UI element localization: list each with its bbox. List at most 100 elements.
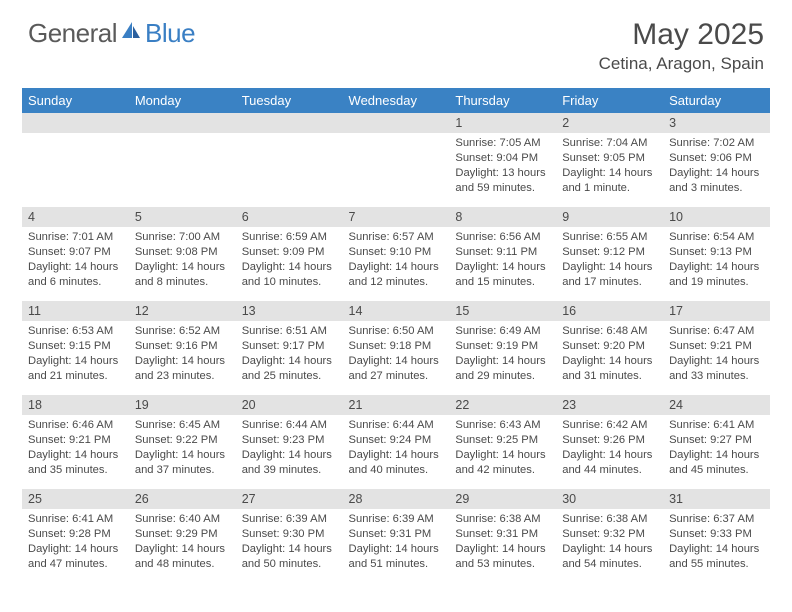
day-number: 4 — [22, 207, 129, 227]
day-header: Saturday — [663, 88, 770, 113]
day-number — [343, 113, 450, 133]
cell-body: Sunrise: 6:59 AMSunset: 9:09 PMDaylight:… — [236, 227, 343, 294]
cell-body: Sunrise: 6:51 AMSunset: 9:17 PMDaylight:… — [236, 321, 343, 388]
sunrise-line: Sunrise: 6:46 AM — [28, 418, 123, 433]
day-number: 18 — [22, 395, 129, 415]
day-number: 11 — [22, 301, 129, 321]
cell-body: Sunrise: 6:48 AMSunset: 9:20 PMDaylight:… — [556, 321, 663, 388]
sunrise-line: Sunrise: 6:52 AM — [135, 324, 230, 339]
sunset-line: Sunset: 9:19 PM — [455, 339, 550, 354]
cell-body: Sunrise: 6:49 AMSunset: 9:19 PMDaylight:… — [449, 321, 556, 388]
calendar-week: 18 Sunrise: 6:46 AMSunset: 9:21 PM Dayligh… — [22, 395, 770, 489]
daylight-line: Daylight: 14 hours and 10 minutes. — [242, 260, 337, 290]
calendar-cell: 20Sunrise: 6:44 AMSunset: 9:23 PMDayligh… — [236, 395, 343, 489]
calendar-cell: 13Sunrise: 6:51 AMSunset: 9:17 PMDayligh… — [236, 301, 343, 395]
sunrise-line: Sunrise: 6:53 AM — [28, 324, 123, 339]
daylight-line: Daylight: 14 hours and 40 minutes. — [349, 448, 444, 478]
calendar-cell: 4Sunrise: 7:01 AMSunset: 9:07 PMDaylight… — [22, 207, 129, 301]
sunset-line: Sunset: 9:09 PM — [242, 245, 337, 260]
calendar-week: 11Sunrise: 6:53 AMSunset: 9:15 PMDayligh… — [22, 301, 770, 395]
sunrise-line: Sunrise: 6:47 AM — [669, 324, 764, 339]
daylight-line: Daylight: 14 hours and 8 minutes. — [135, 260, 230, 290]
daylight-line: Daylight: 14 hours and 45 minutes. — [669, 448, 764, 478]
calendar-cell: 18Sunrise: 6:46 AMSunset: 9:21 PMDayligh… — [22, 395, 129, 489]
daylight-line: Daylight: 14 hours and 42 minutes. — [455, 448, 550, 478]
daylight-line: Daylight: 13 hours and 59 minutes. — [455, 166, 550, 196]
daylight-line: Daylight: 14 hours and 37 minutes. — [135, 448, 230, 478]
day-number: 2 — [556, 113, 663, 133]
cell-body: Sunrise: 7:00 AMSunset: 9:08 PMDaylight:… — [129, 227, 236, 294]
day-header: Wednesday — [343, 88, 450, 113]
day-number: 27 — [236, 489, 343, 509]
day-number: 9 — [556, 207, 663, 227]
sunset-line: Sunset: 9:11 PM — [455, 245, 550, 260]
title-block: May 2025 Cetina, Aragon, Spain — [599, 18, 764, 74]
cell-body: Sunrise: 6:41 AMSunset: 9:27 PMDaylight:… — [663, 415, 770, 482]
calendar-cell: 26Sunrise: 6:40 AMSunset: 9:29 PMDayligh… — [129, 489, 236, 583]
day-number: 5 — [129, 207, 236, 227]
sunset-line: Sunset: 9:21 PM — [28, 433, 123, 448]
sunset-line: Sunset: 9:20 PM — [562, 339, 657, 354]
calendar-cell: 8Sunrise: 6:56 AMSunset: 9:11 PMDaylight… — [449, 207, 556, 301]
day-number: 15 — [449, 301, 556, 321]
sunrise-line: Sunrise: 7:05 AM — [455, 136, 550, 151]
cell-body: Sunrise: 6:44 AMSunset: 9:23 PMDaylight:… — [236, 415, 343, 482]
sunrise-line: Sunrise: 6:55 AM — [562, 230, 657, 245]
day-number — [129, 113, 236, 133]
sunset-line: Sunset: 9:08 PM — [135, 245, 230, 260]
logo-text-general: General — [28, 18, 117, 49]
day-number: 6 — [236, 207, 343, 227]
daylight-line: Daylight: 14 hours and 27 minutes. — [349, 354, 444, 384]
sunset-line: Sunset: 9:13 PM — [669, 245, 764, 260]
calendar-cell: 23Sunrise: 6:42 AMSunset: 9:26 PMDayligh… — [556, 395, 663, 489]
daylight-line: Daylight: 14 hours and 48 minutes. — [135, 542, 230, 572]
calendar-cell: 31Sunrise: 6:37 AMSunset: 9:33 PMDayligh… — [663, 489, 770, 583]
daylight-line: Daylight: 14 hours and 55 minutes. — [669, 542, 764, 572]
day-header-row: SundayMondayTuesdayWednesdayThursdayFrid… — [22, 88, 770, 113]
calendar-table: SundayMondayTuesdayWednesdayThursdayFrid… — [22, 88, 770, 583]
cell-body: Sunrise: 6:41 AMSunset: 9:28 PMDaylight:… — [22, 509, 129, 576]
sunrise-line: Sunrise: 6:37 AM — [669, 512, 764, 527]
daylight-line: Daylight: 14 hours and 23 minutes. — [135, 354, 230, 384]
cell-body: Sunrise: 6:57 AMSunset: 9:10 PMDaylight:… — [343, 227, 450, 294]
sunrise-line: Sunrise: 6:42 AM — [562, 418, 657, 433]
day-number: 30 — [556, 489, 663, 509]
day-header: Thursday — [449, 88, 556, 113]
day-number: 28 — [343, 489, 450, 509]
day-number: 14 — [343, 301, 450, 321]
daylight-line: Daylight: 14 hours and 31 minutes. — [562, 354, 657, 384]
calendar-week: 4Sunrise: 7:01 AMSunset: 9:07 PMDaylight… — [22, 207, 770, 301]
calendar-body: 1Sunrise: 7:05 AMSunset: 9:04 PMDaylight… — [22, 113, 770, 583]
sunset-line: Sunset: 9:07 PM — [28, 245, 123, 260]
cell-body: Sunrise: 6:47 AMSunset: 9:21 PMDaylight:… — [663, 321, 770, 388]
sunset-line: Sunset: 9:10 PM — [349, 245, 444, 260]
cell-body: Sunrise: 7:02 AMSunset: 9:06 PMDaylight:… — [663, 133, 770, 200]
day-number: 3 — [663, 113, 770, 133]
cell-body: Sunrise: 7:05 AMSunset: 9:04 PMDaylight:… — [449, 133, 556, 200]
sunset-line: Sunset: 9:31 PM — [349, 527, 444, 542]
day-number: 8 — [449, 207, 556, 227]
sunset-line: Sunset: 9:24 PM — [349, 433, 444, 448]
day-number: 24 — [663, 395, 770, 415]
sunrise-line: Sunrise: 6:41 AM — [28, 512, 123, 527]
day-number: 26 — [129, 489, 236, 509]
day-number: 16 — [556, 301, 663, 321]
calendar-week: 1Sunrise: 7:05 AMSunset: 9:04 PMDaylight… — [22, 113, 770, 207]
sunset-line: Sunset: 9:28 PM — [28, 527, 123, 542]
daylight-line: Daylight: 14 hours and 12 minutes. — [349, 260, 444, 290]
daylight-line: Daylight: 14 hours and 33 minutes. — [669, 354, 764, 384]
sunset-line: Sunset: 9:06 PM — [669, 151, 764, 166]
day-number: 13 — [236, 301, 343, 321]
sunrise-line: Sunrise: 6:44 AM — [242, 418, 337, 433]
cell-body: Sunrise: 6:38 AMSunset: 9:32 PMDaylight:… — [556, 509, 663, 576]
sunrise-line: Sunrise: 7:00 AM — [135, 230, 230, 245]
cell-body — [236, 133, 343, 140]
calendar-cell — [343, 113, 450, 207]
sunset-line: Sunset: 9:21 PM — [669, 339, 764, 354]
calendar-cell: 12Sunrise: 6:52 AMSunset: 9:16 PMDayligh… — [129, 301, 236, 395]
cell-body: Sunrise: 7:01 AMSunset: 9:07 PMDaylight:… — [22, 227, 129, 294]
calendar-cell: 19Sunrise: 6:45 AMSunset: 9:22 PMDayligh… — [129, 395, 236, 489]
sunset-line: Sunset: 9:26 PM — [562, 433, 657, 448]
daylight-line: Daylight: 14 hours and 19 minutes. — [669, 260, 764, 290]
sunrise-line: Sunrise: 6:43 AM — [455, 418, 550, 433]
